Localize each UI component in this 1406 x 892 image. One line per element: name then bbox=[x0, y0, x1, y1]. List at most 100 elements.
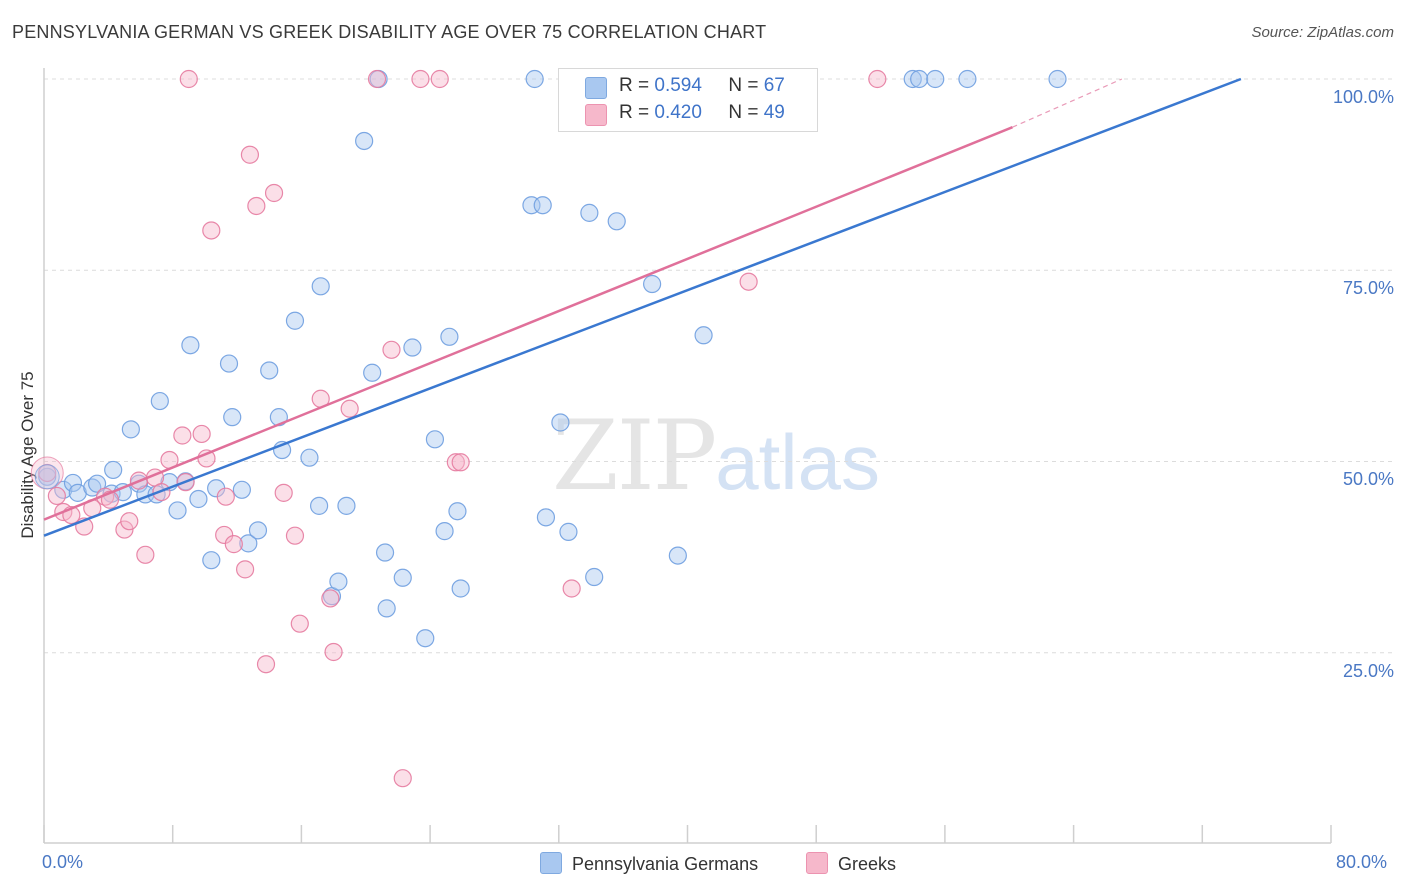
pennsylvania-german-point bbox=[607, 212, 626, 231]
greek-point bbox=[285, 526, 305, 545]
legend-stats: R = 0.420 N = 49 bbox=[619, 102, 785, 124]
greek-point bbox=[451, 453, 470, 472]
pennsylvania-german-point bbox=[311, 277, 330, 296]
greek-point bbox=[739, 272, 758, 291]
pennsylvania-german-point bbox=[375, 543, 395, 562]
legend-r-value: 0.594 bbox=[654, 75, 702, 96]
legend-stats: R = 0.594 N = 67 bbox=[619, 75, 785, 97]
pennsylvania-german-point bbox=[87, 474, 107, 493]
pennsylvania-german-point bbox=[694, 326, 713, 345]
greek-point bbox=[235, 560, 255, 579]
greek-point bbox=[202, 221, 221, 240]
greek-point bbox=[321, 589, 340, 608]
pennsylvania-german-point bbox=[355, 131, 374, 151]
pennsylvania-german-point bbox=[536, 508, 556, 527]
source-credit: Source: ZipAtlas.com bbox=[1251, 24, 1394, 41]
legend-r-label: R = bbox=[619, 75, 650, 96]
greek-point bbox=[47, 486, 66, 506]
greek-point bbox=[411, 69, 430, 89]
greek-point bbox=[256, 655, 276, 674]
legend-swatch-blue bbox=[540, 852, 562, 874]
greek-point bbox=[324, 642, 343, 662]
pennsylvania-german-point bbox=[309, 496, 329, 515]
pennsylvania-german-point bbox=[958, 69, 977, 89]
pennsylvania-german-point bbox=[580, 203, 599, 222]
pennsylvania-german-point bbox=[104, 460, 123, 480]
chart-title: PENNSYLVANIA GERMAN VS GREEK DISABILITY … bbox=[12, 22, 767, 42]
pennsylvania-german-point bbox=[425, 430, 445, 449]
pennsylvania-german-point bbox=[403, 338, 422, 357]
legend-n-label: N = bbox=[728, 75, 759, 96]
pennsylvania-german-point bbox=[1048, 69, 1067, 89]
greek-point bbox=[430, 69, 449, 89]
pennsylvania-german-point bbox=[202, 551, 221, 570]
greek-point bbox=[274, 483, 293, 502]
y-tick-label-50: 50.0% bbox=[1342, 469, 1394, 489]
pennsylvania-german-point bbox=[668, 546, 687, 565]
y-tick-label-75: 75.0% bbox=[1342, 278, 1394, 298]
greek-point bbox=[290, 614, 309, 633]
pennsylvania-german-point bbox=[337, 496, 356, 515]
legend-n-value: 49 bbox=[763, 102, 785, 123]
legend-r-value: 0.420 bbox=[654, 102, 702, 123]
axes bbox=[43, 68, 1332, 844]
bottom-legend-greeks: Greeks bbox=[806, 852, 896, 875]
pennsylvania-german-point bbox=[525, 69, 544, 89]
greek-point bbox=[247, 196, 266, 216]
pennsylvania-german-point bbox=[377, 599, 396, 618]
pennsylvania-german-point bbox=[63, 473, 83, 493]
greek-point bbox=[240, 145, 260, 164]
pennsylvania-german-point bbox=[393, 568, 412, 587]
pennsylvania-german-trend-line bbox=[43, 77, 1242, 537]
pennsylvania-german-point bbox=[239, 534, 258, 553]
pennsylvania-german-point bbox=[435, 522, 454, 541]
greek-point bbox=[224, 535, 243, 554]
greek-point bbox=[115, 520, 134, 539]
pennsylvania-german-point bbox=[551, 413, 570, 432]
data-points bbox=[30, 69, 1067, 788]
correlation-legend: R = 0.594 N = 67 R = 0.420 N = 49 bbox=[558, 68, 818, 132]
greek-point bbox=[264, 183, 284, 203]
greek-trend-line-extension bbox=[1012, 78, 1123, 128]
pennsylvania-german-point bbox=[232, 480, 251, 499]
pennsylvania-german-point bbox=[223, 408, 242, 427]
greek-point bbox=[120, 512, 139, 531]
legend-r-label: R = bbox=[619, 102, 650, 123]
x-tick-label-min: 0.0% bbox=[42, 852, 84, 872]
pennsylvania-german-point bbox=[910, 69, 929, 89]
pennsylvania-german-point bbox=[181, 336, 200, 355]
greek-point bbox=[367, 69, 387, 89]
x-tick-label-max: 80.0% bbox=[1336, 852, 1388, 872]
pennsylvania-german-point bbox=[329, 572, 348, 591]
pennsylvania-german-point bbox=[533, 196, 552, 215]
legend-label: Greeks bbox=[838, 854, 897, 874]
greek-point bbox=[393, 769, 412, 788]
greek-point bbox=[446, 453, 465, 472]
greek-point bbox=[215, 525, 234, 545]
bottom-legend-pennsylvania-germans: Pennsylvania Germans bbox=[540, 852, 758, 875]
pennsylvania-german-point bbox=[363, 363, 382, 382]
legend-label: Pennsylvania Germans bbox=[572, 854, 759, 874]
greek-point bbox=[340, 399, 359, 418]
greek-point bbox=[173, 426, 192, 445]
greek-point bbox=[216, 487, 235, 506]
y-tick-label-100: 100.0% bbox=[1332, 87, 1394, 107]
pennsylvania-german-point bbox=[248, 521, 268, 540]
greek-point bbox=[136, 545, 155, 564]
legend-n-value: 67 bbox=[763, 75, 785, 96]
pennsylvania-german-point-large bbox=[34, 464, 60, 490]
greek-point bbox=[382, 340, 401, 359]
watermark-zip: ZIP bbox=[552, 400, 717, 512]
greek-point bbox=[179, 69, 198, 89]
legend-swatch-pink bbox=[585, 104, 607, 126]
pennsylvania-german-point bbox=[38, 467, 57, 486]
greek-point bbox=[868, 69, 887, 89]
pennsylvania-german-point bbox=[150, 391, 169, 411]
greek-trend-line bbox=[43, 126, 1013, 521]
pennsylvania-german-point bbox=[300, 448, 319, 467]
greek-point bbox=[192, 424, 211, 444]
legend-swatch-blue bbox=[585, 77, 607, 99]
legend-swatch-pink bbox=[806, 852, 828, 874]
pennsylvania-german-point bbox=[903, 69, 922, 89]
trend-lines bbox=[43, 77, 1242, 537]
